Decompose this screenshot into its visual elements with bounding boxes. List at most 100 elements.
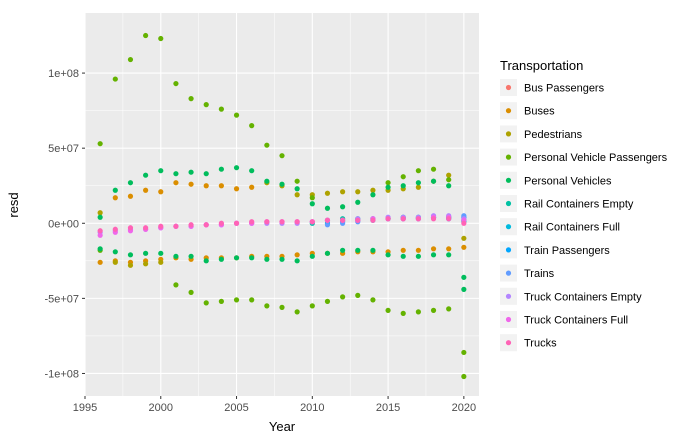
point-trucks bbox=[385, 216, 391, 222]
point-personal-vehicle-passengers bbox=[173, 80, 179, 87]
point-personal-vehicle-passengers bbox=[430, 166, 437, 172]
point-personal-vehicle-passengers bbox=[188, 289, 194, 295]
legend-marker-rail-containers-full bbox=[505, 224, 512, 230]
point-personal-vehicle-passengers bbox=[309, 195, 315, 201]
point-pedestrians bbox=[143, 261, 149, 267]
point-buses bbox=[430, 246, 437, 252]
legend: Transportation Bus Passengers Buses Pedest… bbox=[500, 58, 668, 352]
point-personal-vehicles bbox=[370, 247, 376, 253]
point-personal-vehicle-passengers bbox=[249, 123, 255, 129]
point-personal-vehicle-passengers bbox=[400, 174, 406, 180]
point-buses bbox=[143, 187, 149, 193]
point-personal-vehicles bbox=[233, 165, 240, 171]
x-tick-label: 2005 bbox=[224, 402, 248, 414]
point-trucks bbox=[324, 217, 331, 223]
point-trucks bbox=[461, 220, 467, 226]
point-personal-vehicle-passengers bbox=[264, 303, 270, 309]
point-buses bbox=[294, 252, 300, 258]
y-tick-label: -5e+07 bbox=[44, 293, 79, 305]
point-personal-vehicle-passengers bbox=[233, 112, 240, 118]
point-personal-vehicles bbox=[97, 214, 103, 220]
point-personal-vehicles bbox=[324, 250, 331, 256]
y-tick-label: 0e+00 bbox=[48, 218, 79, 230]
legend-label-personal-vehicle-passengers: Personal Vehicle Passengers bbox=[524, 152, 668, 164]
point-personal-vehicles bbox=[203, 171, 209, 177]
legend-label-trains: Trains bbox=[524, 268, 555, 280]
point-personal-vehicles bbox=[309, 201, 315, 207]
legend-label-personal-vehicles: Personal Vehicles bbox=[524, 175, 612, 187]
point-personal-vehicles bbox=[430, 252, 437, 258]
legend-marker-rail-containers-empty bbox=[505, 200, 512, 207]
legend-title: Transportation bbox=[500, 58, 583, 73]
point-personal-vehicles bbox=[249, 255, 255, 261]
point-pedestrians bbox=[415, 184, 421, 190]
legend-label-rail-containers-full: Rail Containers Full bbox=[524, 222, 620, 234]
point-buses bbox=[112, 195, 118, 201]
point-personal-vehicles bbox=[446, 252, 452, 258]
point-personal-vehicles bbox=[97, 246, 103, 252]
point-trucks bbox=[446, 216, 452, 222]
legend-marker-trucks bbox=[505, 340, 512, 346]
point-buses bbox=[415, 247, 421, 253]
point-trucks bbox=[188, 222, 194, 228]
y-tick-label: -1e+08 bbox=[44, 368, 79, 380]
point-personal-vehicles bbox=[233, 255, 240, 261]
point-buses bbox=[188, 181, 194, 187]
point-personal-vehicles bbox=[415, 253, 421, 259]
point-buses bbox=[233, 186, 240, 192]
x-tick-label: 2010 bbox=[300, 402, 324, 414]
point-trucks bbox=[127, 225, 134, 231]
legend-label-train-passengers: Train Passengers bbox=[524, 245, 610, 257]
point-personal-vehicles bbox=[340, 247, 346, 253]
point-truck-containers-full bbox=[97, 232, 103, 238]
point-personal-vehicles bbox=[112, 187, 118, 193]
grid-minor bbox=[85, 13, 479, 396]
legend-label-truck-containers-empty: Truck Containers Empty bbox=[524, 291, 642, 303]
legend-marker-pedestrians bbox=[505, 131, 512, 137]
point-buses bbox=[446, 246, 452, 252]
point-personal-vehicles bbox=[188, 169, 194, 175]
point-buses bbox=[173, 180, 179, 186]
point-personal-vehicle-passengers bbox=[218, 298, 224, 304]
point-personal-vehicle-passengers bbox=[294, 178, 300, 184]
point-personal-vehicles bbox=[127, 180, 134, 186]
data-points bbox=[97, 32, 467, 380]
point-personal-vehicles bbox=[249, 168, 255, 174]
point-buses bbox=[203, 183, 209, 189]
point-pedestrians bbox=[446, 172, 452, 178]
point-pedestrians bbox=[355, 189, 361, 195]
point-buses bbox=[461, 244, 467, 250]
point-pedestrians bbox=[158, 259, 164, 265]
x-axis-title: Year bbox=[269, 419, 296, 434]
point-personal-vehicles bbox=[279, 181, 285, 187]
point-trucks bbox=[249, 219, 255, 225]
point-trucks bbox=[233, 220, 240, 226]
point-trucks bbox=[415, 216, 421, 222]
point-pedestrians bbox=[461, 235, 467, 241]
point-trucks bbox=[218, 220, 224, 226]
point-personal-vehicles bbox=[188, 253, 194, 259]
point-trucks bbox=[370, 217, 376, 223]
point-personal-vehicle-passengers bbox=[233, 297, 240, 303]
point-personal-vehicle-passengers bbox=[112, 76, 118, 82]
legend-marker-bus-passengers bbox=[505, 84, 512, 91]
legend-label-buses: Buses bbox=[524, 106, 555, 118]
point-trucks bbox=[340, 217, 346, 223]
point-personal-vehicles bbox=[309, 253, 315, 259]
point-trucks bbox=[279, 219, 285, 225]
point-buses bbox=[249, 184, 255, 190]
point-trucks bbox=[203, 222, 209, 228]
point-personal-vehicle-passengers bbox=[324, 298, 331, 304]
point-pedestrians bbox=[112, 259, 118, 265]
point-personal-vehicles bbox=[355, 247, 361, 253]
x-tick-label: 2020 bbox=[452, 402, 476, 414]
point-trucks bbox=[309, 219, 315, 225]
point-trucks bbox=[143, 225, 149, 231]
point-personal-vehicles bbox=[203, 258, 209, 264]
point-personal-vehicle-passengers bbox=[446, 177, 452, 183]
point-trucks bbox=[355, 217, 361, 223]
point-personal-vehicle-passengers bbox=[173, 282, 179, 288]
legend-marker-personal-vehicle-passengers bbox=[505, 154, 512, 160]
point-buses bbox=[400, 247, 406, 253]
point-personal-vehicles bbox=[143, 172, 149, 178]
